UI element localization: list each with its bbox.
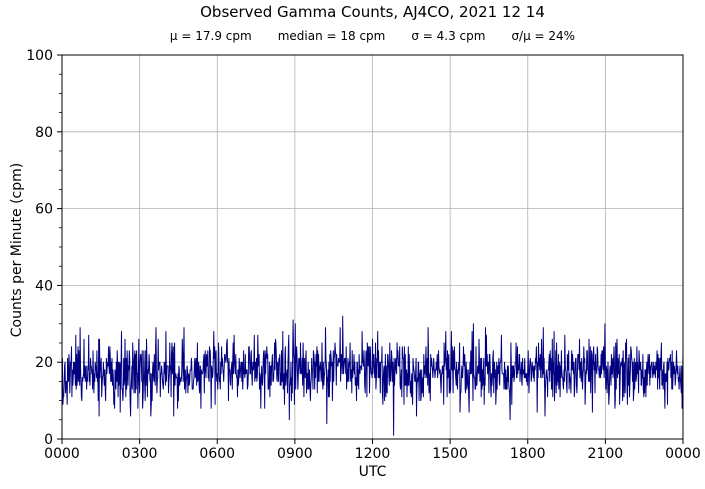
y-tick-label: 80 (35, 125, 53, 141)
x-tick-label: 1800 (510, 446, 546, 462)
stat-median: median = 18 cpm (277, 29, 386, 43)
stat-sigma: σ = 4.3 cpm (411, 29, 486, 43)
x-tick-label: 0600 (199, 446, 235, 462)
gamma-counts-trace (61, 315, 684, 436)
y-tick-label: 60 (35, 202, 53, 218)
y-tick-label: 40 (35, 278, 53, 294)
chart-stats: μ = 17.9 cpm median = 18 cpm σ = 4.3 cpm… (62, 29, 683, 44)
x-tick-label: 1200 (355, 446, 391, 462)
y-tick-label: 20 (35, 355, 53, 371)
y-tick-label: 0 (44, 432, 53, 448)
x-axis-label: UTC (358, 464, 387, 480)
x-tick-label: 2100 (588, 446, 624, 462)
stat-mean: μ = 17.9 cpm (169, 29, 252, 43)
y-tick-label: 100 (26, 48, 53, 64)
x-tick-label: 0000 (665, 446, 701, 462)
x-tick-label: 0300 (122, 446, 158, 462)
chart-title: Observed Gamma Counts, AJ4CO, 2021 12 14 (200, 3, 545, 21)
x-tick-label: 1500 (432, 446, 468, 462)
x-tick-label: 0900 (277, 446, 313, 462)
stat-sigma-over-mean: σ/μ = 24% (511, 29, 576, 43)
x-tick-label: 0000 (44, 446, 80, 462)
